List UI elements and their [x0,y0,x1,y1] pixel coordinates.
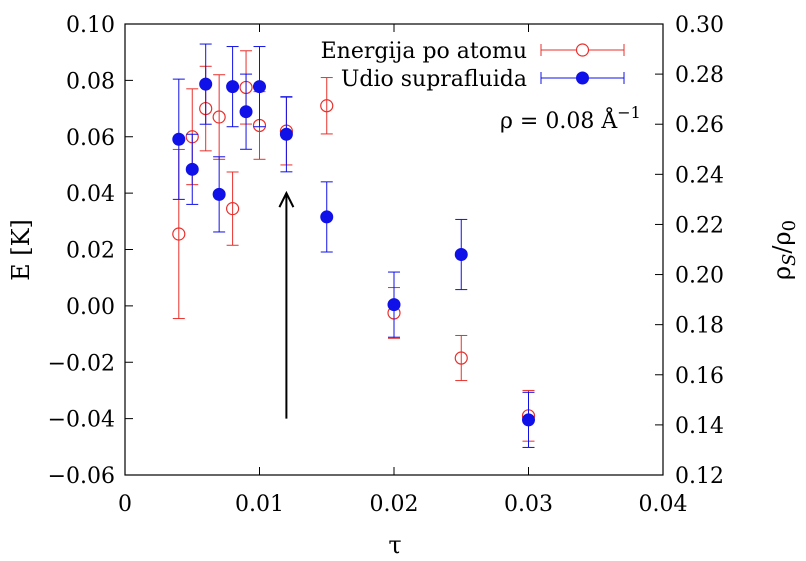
y-axis-left: −0.06 −0.04 −0.02 0.00 0.02 0.04 0.06 0.08 0.10 [48,13,133,489]
data-point [172,132,186,146]
legend-sample-energy [540,43,625,57]
y-tick-label: −0.02 [48,351,115,376]
data-point [212,187,226,201]
data-point [226,80,240,94]
y2-tick-label: 0.14 [675,414,724,439]
legend-sample-superfluid [540,71,625,85]
y2-tick-label: 0.28 [675,63,724,88]
y2-tick-label: 0.22 [675,213,724,238]
y2-tick-label: 0.16 [675,364,724,389]
arrow-head [278,190,295,208]
y2-axis-title: ρS/ρ0 [768,220,800,280]
y2-tick-label: 0.12 [675,464,724,489]
x-tick-label: 0.04 [639,492,688,517]
data-point [239,105,253,119]
legend-marker [575,43,590,57]
data-point [522,413,535,427]
y-tick-label: 0.04 [66,182,115,207]
x-axis-title: τ [388,531,401,559]
y-tick-label: 0.06 [66,126,115,151]
y2-tick-label: 0.30 [675,13,724,38]
data-point [226,202,240,216]
data-point [185,162,199,176]
x-axis: 0 0.01 0.02 0.03 0.04 [118,24,687,517]
y-tick-label: 0.00 [66,295,115,320]
y2-tick-label: 0.18 [675,314,724,339]
data-point [320,210,334,224]
data-point [172,227,186,241]
data-point [387,298,401,312]
y2-tick-label: 0.24 [675,163,724,188]
data-point [212,110,226,124]
y-tick-label: −0.04 [48,408,115,433]
y2-tick-label: 0.26 [675,113,724,138]
x-tick-label: 0 [118,492,132,517]
series-layer [172,43,536,448]
series-energy [172,50,536,442]
y-tick-label: −0.06 [48,464,115,489]
y-tick-label: 0.08 [66,69,115,94]
y-tick-label: 0.02 [66,239,115,264]
y2-tick-label: 0.20 [675,264,724,289]
x-tick-label: 0.02 [370,492,419,517]
series-superfluid [172,43,535,448]
data-point [279,127,293,141]
x-tick-label: 0.01 [235,492,284,517]
annotation-arrow [278,190,295,419]
legend-marker [576,71,589,85]
data-point [454,351,468,365]
y-tick-label: 0.10 [66,13,115,38]
x-tick-label: 0.03 [504,492,553,517]
data-point [454,248,468,262]
data-point [320,99,334,113]
density-annotation: ρ = 0.08 Å−1 [500,103,641,134]
y-axis-title: E [K] [7,219,35,281]
y-axis-right: 0.12 0.14 0.16 0.18 0.20 0.22 0.24 0.26 0.28 0.30 [655,13,724,489]
legend-label-energy: Energija po atomu [321,39,527,64]
data-point [199,77,213,91]
legend-label-superfluid: Udio suprafluida [341,67,527,92]
data-point [253,80,266,94]
legend: Energija po atomu Udio suprafluida [321,39,625,92]
